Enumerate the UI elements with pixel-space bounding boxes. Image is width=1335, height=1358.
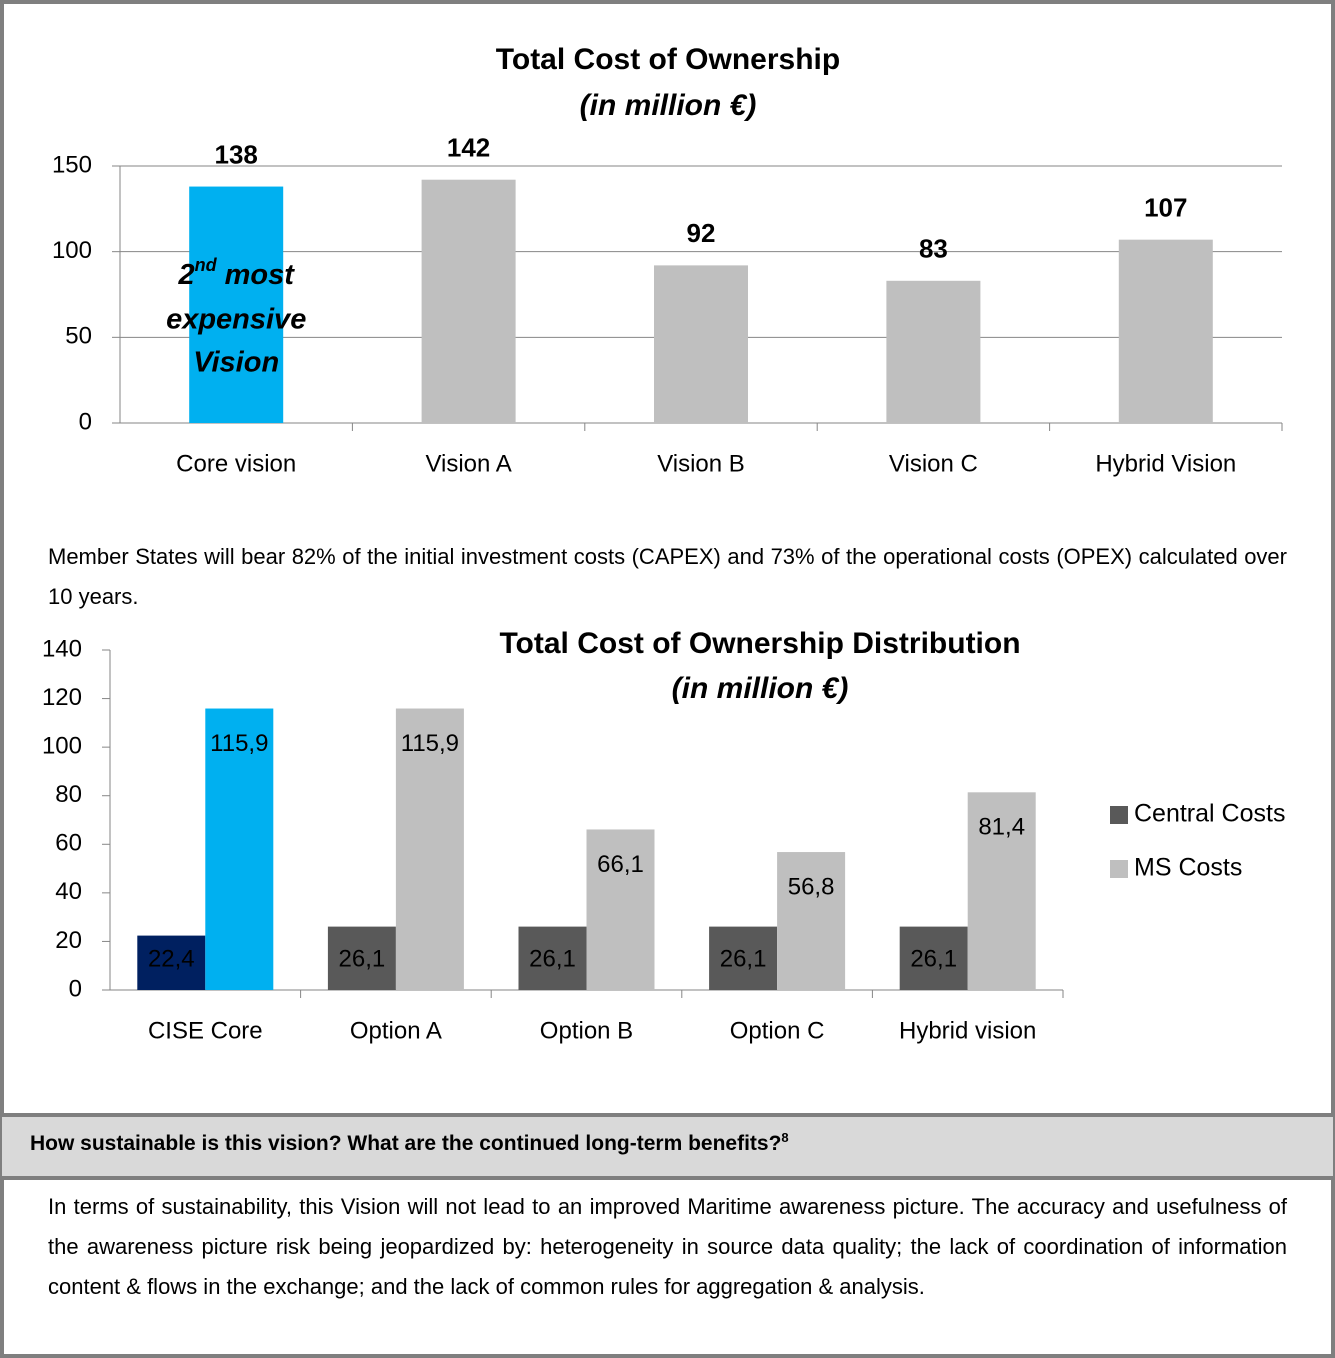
- value-label: 138: [215, 139, 258, 169]
- y-tick-label: 140: [42, 635, 82, 662]
- y-tick-label: 120: [42, 684, 82, 711]
- bar: [899, 926, 968, 990]
- section-heading: How sustainable is this vision? What are…: [30, 1130, 789, 1156]
- value-label: 56,8: [788, 873, 835, 900]
- paragraph: Member States will bear 82% of the initi…: [48, 544, 1287, 609]
- value-label: 115,9: [401, 730, 459, 757]
- annotation-part: 2: [177, 259, 194, 291]
- y-tick-label: 0: [69, 975, 82, 1002]
- value-label: 66,1: [597, 851, 644, 878]
- bar: [886, 280, 981, 423]
- chart-title: Total Cost of Ownership Distribution: [499, 627, 1020, 660]
- y-tick-label: 20: [55, 927, 82, 954]
- x-tick-label: Option B: [540, 1017, 633, 1044]
- bar: [327, 926, 396, 990]
- x-tick-label: Option A: [350, 1017, 442, 1044]
- y-tick-label: 100: [42, 732, 82, 759]
- x-tick-label: Vision C: [889, 450, 978, 477]
- bar: [967, 792, 1036, 990]
- value-label: 142: [447, 133, 490, 163]
- annotation: Vision: [193, 347, 279, 379]
- y-tick-label: 60: [55, 830, 82, 857]
- value-label: 26,1: [529, 945, 576, 972]
- x-tick-label: Hybrid vision: [899, 1017, 1036, 1044]
- y-tick-label: 100: [52, 237, 92, 264]
- bar: [654, 265, 748, 423]
- x-tick-label: Hybrid Vision: [1095, 450, 1236, 477]
- section-band: [2, 1115, 1333, 1177]
- y-tick-label: 50: [65, 323, 92, 350]
- y-tick-label: 0: [79, 408, 92, 435]
- value-label: 107: [1144, 193, 1187, 223]
- x-tick-label: CISE Core: [148, 1017, 263, 1044]
- legend-swatch: [1110, 860, 1128, 878]
- bar: [518, 926, 587, 990]
- footnote-ref: 8: [781, 1130, 789, 1145]
- value-label: 26,1: [339, 945, 386, 972]
- x-tick-label: Vision A: [425, 450, 511, 477]
- section-body: In terms of sustainability, this Vision …: [48, 1194, 1287, 1299]
- annotation-part: most: [225, 259, 296, 291]
- y-tick-label: 80: [55, 781, 82, 808]
- value-label: 26,1: [910, 945, 957, 972]
- x-tick-label: Vision B: [657, 450, 745, 477]
- chart-subtitle: (in million €): [672, 672, 849, 705]
- annotation-superscript: nd: [195, 255, 218, 275]
- bar: [421, 179, 516, 423]
- heading-text: How sustainable is this vision? What are…: [30, 1132, 782, 1155]
- value-label: 83: [919, 234, 948, 264]
- bar: [137, 935, 206, 990]
- bar: [189, 186, 284, 423]
- annotation: 2nd most: [177, 255, 295, 291]
- y-tick-label: 150: [52, 151, 92, 178]
- chart-subtitle: (in million €): [580, 89, 757, 122]
- bar: [1118, 239, 1213, 423]
- bar: [395, 708, 464, 990]
- value-label: 26,1: [720, 945, 767, 972]
- value-label: 92: [687, 218, 716, 248]
- bar: [205, 708, 274, 990]
- y-tick-label: 40: [55, 878, 82, 905]
- legend-swatch: [1110, 806, 1128, 824]
- value-label: 115,9: [210, 730, 268, 757]
- annotation: expensive: [166, 304, 306, 336]
- bar: [586, 829, 655, 990]
- bar: [709, 926, 778, 990]
- x-tick-label: Core vision: [176, 450, 296, 477]
- chart-title: Total Cost of Ownership: [496, 43, 840, 76]
- bar: [777, 852, 846, 990]
- legend-label: Central Costs: [1134, 800, 1285, 828]
- value-label: 22,4: [148, 945, 195, 972]
- value-label: 81,4: [978, 814, 1025, 841]
- x-tick-label: Option C: [730, 1017, 825, 1044]
- legend-label: MS Costs: [1134, 854, 1242, 882]
